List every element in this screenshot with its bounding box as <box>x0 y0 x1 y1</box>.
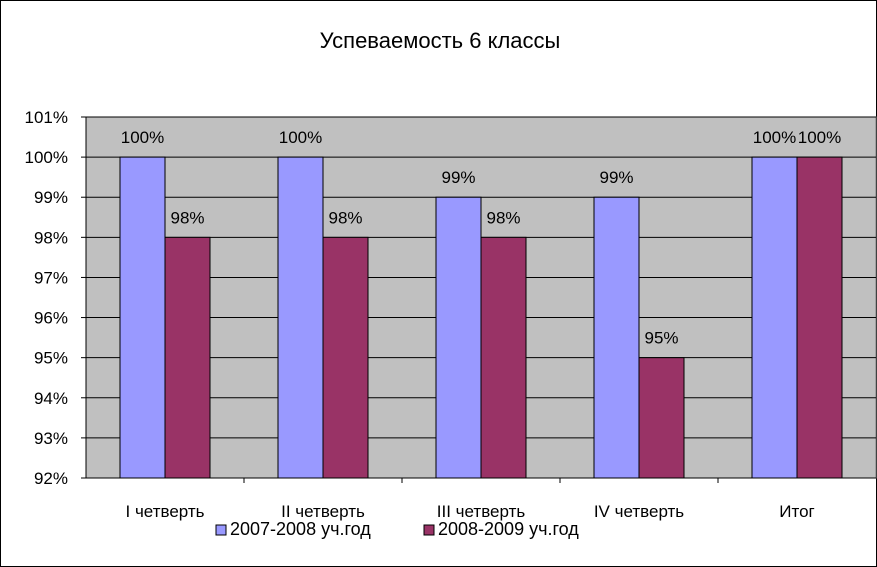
data-label: 100% <box>121 128 164 147</box>
legend: 2007-2008 уч.год 2008-2009 уч.год <box>215 519 579 539</box>
bar <box>322 236 369 479</box>
x-tick-label: II четверть <box>281 502 365 521</box>
data-label: 99% <box>599 168 633 187</box>
data-label: 99% <box>441 168 475 187</box>
bar <box>277 156 324 479</box>
data-label: 100% <box>279 128 322 147</box>
y-tick-label: 99% <box>34 188 68 207</box>
legend-swatch <box>215 524 227 536</box>
data-label: 98% <box>170 208 204 227</box>
data-label: 100% <box>798 128 841 147</box>
y-tick-label: 100% <box>25 148 68 167</box>
data-label: 98% <box>328 208 362 227</box>
data-label: 98% <box>486 208 520 227</box>
bar <box>593 196 640 479</box>
bar <box>751 156 798 479</box>
data-label: 100% <box>753 128 796 147</box>
x-tick-label: IV четверть <box>594 502 684 521</box>
chart-title: Успеваемость 6 классы <box>320 28 561 53</box>
bar <box>435 196 482 479</box>
y-tick-label: 92% <box>34 469 68 488</box>
bar <box>480 236 527 479</box>
plot-area: 92% 93% 94% 95% 96% 97% 98% 99% 100% 101% 100% 98% I… <box>25 108 877 521</box>
x-tick-label: III четверть <box>437 502 526 521</box>
y-tick-label: 97% <box>34 268 68 287</box>
y-tick-label: 98% <box>34 228 68 247</box>
y-tick-label: 93% <box>34 429 68 448</box>
x-tick-label: Итог <box>779 502 814 521</box>
y-tick-label: 101% <box>25 108 68 127</box>
bar <box>119 156 166 479</box>
y-tick-label: 94% <box>34 389 68 408</box>
y-tick-label: 96% <box>34 309 68 328</box>
bar <box>164 236 211 479</box>
legend-label: 2007-2008 уч.год <box>230 519 371 539</box>
y-tick-label: 95% <box>34 349 68 368</box>
data-label: 95% <box>644 329 678 348</box>
legend-label: 2008-2009 уч.год <box>438 519 579 539</box>
x-tick-label: I четверть <box>126 502 205 521</box>
bar <box>796 156 843 479</box>
bar <box>638 357 685 479</box>
legend-swatch <box>423 524 435 536</box>
